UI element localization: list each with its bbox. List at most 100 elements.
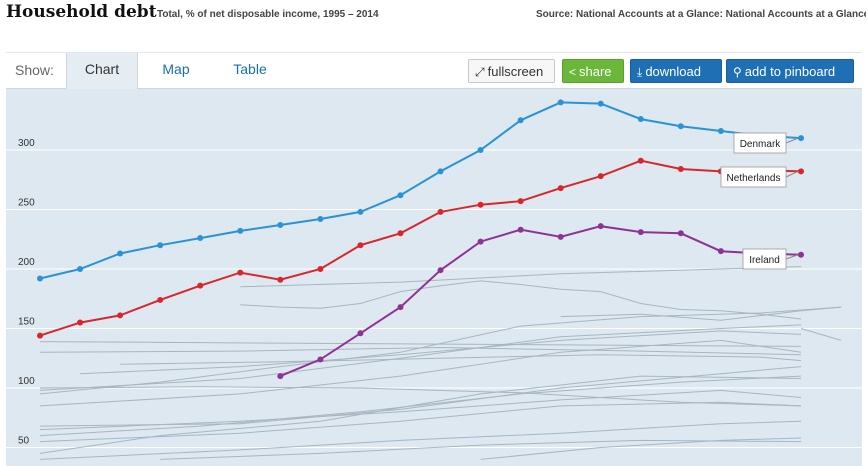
series-line-netherlands [39, 159, 802, 337]
data-point-netherlands [317, 266, 324, 272]
pin-icon: ⚲ [733, 65, 742, 79]
y-tick-label: 150 [18, 317, 35, 328]
data-point-denmark [717, 127, 724, 134]
y-tick-label: 50 [18, 436, 30, 447]
tab-table[interactable]: Table [233, 61, 267, 77]
data-point-ireland [717, 248, 724, 255]
series-label-netherlands: Netherlands [727, 173, 781, 184]
y-tick-label: 100 [18, 376, 35, 387]
data-point-denmark [557, 99, 564, 106]
data-point-ireland [637, 229, 644, 236]
background-series-line [120, 354, 802, 365]
data-point-netherlands [357, 242, 364, 249]
data-point-denmark [197, 235, 204, 242]
background-series-line [39, 324, 802, 391]
tab-chart[interactable]: Chart [66, 53, 138, 89]
data-point-netherlands [37, 332, 43, 339]
show-label: Show: [15, 62, 54, 78]
data-point-denmark [77, 266, 84, 272]
download-button[interactable]: ⤓ download [630, 59, 722, 83]
background-series-line [160, 439, 802, 460]
chart-header: Household debt Total, % of net disposabl… [0, 0, 868, 30]
share-button[interactable]: < share [562, 59, 624, 83]
data-point-denmark [517, 117, 524, 124]
data-point-netherlands [397, 230, 404, 237]
data-point-ireland [517, 226, 524, 233]
data-point-denmark [677, 123, 684, 130]
add-to-pinboard-button[interactable]: ⚲ add to pinboard [726, 59, 854, 83]
background-series-line [480, 437, 802, 460]
data-point-denmark [477, 147, 484, 153]
data-point-denmark [437, 168, 444, 175]
data-point-denmark [597, 100, 604, 107]
data-point-netherlands [677, 166, 684, 173]
expand-icon: ⤢ [475, 65, 485, 79]
data-point-denmark [397, 192, 404, 199]
data-point-ireland [597, 223, 604, 230]
data-point-ireland [357, 330, 364, 337]
view-toolbar: Show: Chart Map Table ⤢ fullscreen < share… [6, 52, 862, 89]
download-icon: ⤓ [637, 65, 643, 79]
background-series-line [560, 306, 842, 321]
series-label-ireland: Ireland [749, 255, 780, 266]
tab-map[interactable]: Map [162, 61, 190, 77]
data-point-ireland [397, 304, 404, 311]
data-point-ireland [557, 233, 564, 240]
data-point-ireland [437, 267, 444, 274]
background-series-line [39, 375, 802, 437]
background-series-line [240, 280, 802, 320]
label-leader-ireland [785, 254, 799, 260]
download-label: download [645, 64, 701, 79]
line-chart[interactable]: 50 100 150 200 250 300 Denmark Netherlands Irela… [6, 89, 862, 466]
background-series-line [39, 306, 842, 395]
series-label-denmark: Denmark [740, 139, 782, 150]
fullscreen-button[interactable]: ⤢ fullscreen [468, 59, 555, 83]
share-label: share [579, 64, 612, 79]
series-line-ireland [279, 225, 802, 378]
pinboard-label: add to pinboard [744, 64, 836, 79]
data-point-ireland [677, 230, 684, 237]
background-series-line [39, 366, 802, 427]
data-point-denmark [798, 135, 804, 142]
label-box-ireland [742, 248, 787, 270]
data-point-netherlands [117, 312, 124, 319]
data-point-ireland [277, 373, 284, 380]
data-point-netherlands [597, 173, 604, 180]
y-tick-label: 250 [18, 198, 35, 209]
data-point-ireland [317, 356, 324, 363]
y-tick-label: 300 [18, 138, 35, 149]
data-point-netherlands [197, 282, 204, 289]
background-series-line [39, 375, 802, 454]
data-point-netherlands [437, 208, 444, 215]
series-line-denmark [39, 101, 802, 280]
label-box-denmark [733, 132, 787, 154]
data-point-netherlands [517, 198, 524, 205]
data-point-netherlands [798, 168, 804, 175]
y-tick-label: 200 [18, 257, 35, 268]
data-point-denmark [357, 208, 364, 215]
share-icon: < [569, 65, 577, 79]
chart-subtitle: Total, % of net disposable income, 1995 … [157, 9, 379, 20]
background-series-line [80, 330, 802, 375]
data-point-denmark [37, 275, 43, 282]
chart-source[interactable]: Source: National Accounts at a Glance: N… [536, 9, 866, 20]
data-point-denmark [117, 250, 124, 257]
background-series-line [39, 401, 802, 443]
data-point-netherlands [277, 276, 284, 283]
background-series-line [240, 266, 802, 288]
data-point-netherlands [157, 296, 164, 303]
data-point-netherlands [237, 269, 244, 276]
data-point-denmark [277, 221, 284, 228]
background-series-line [39, 341, 802, 347]
background-series-line [39, 386, 802, 407]
data-point-netherlands [77, 319, 84, 326]
background-series-line [800, 328, 842, 341]
data-point-netherlands [557, 185, 564, 192]
page-title: Household debt [6, 2, 157, 22]
data-point-netherlands [637, 157, 644, 164]
label-leader-denmark [785, 137, 799, 144]
label-box-netherlands [720, 166, 787, 188]
chart-area[interactable]: 50 100 150 200 250 300 Denmark Netherlands Irela… [6, 89, 862, 466]
background-series-line [39, 389, 802, 431]
data-point-denmark [237, 227, 244, 234]
